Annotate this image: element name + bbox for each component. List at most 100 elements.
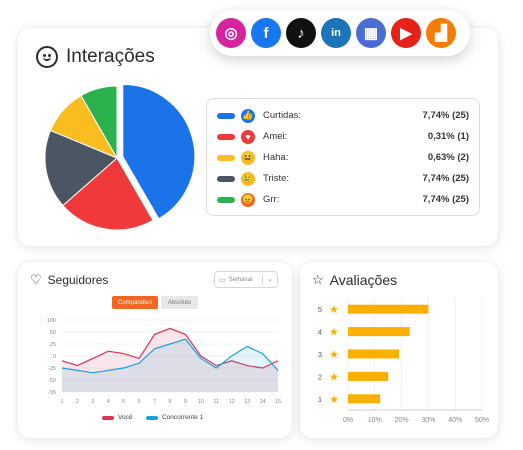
rating-bar	[348, 304, 429, 314]
period-dropdown[interactable]: ▭ Semanal ⌄	[214, 271, 278, 288]
x-tick-label: 13	[244, 399, 250, 405]
reaction-icon: 😠	[241, 192, 255, 207]
pie-slice-triste	[44, 129, 118, 207]
youtube-icon[interactable]: ▶	[391, 18, 421, 48]
star-icon: ★	[329, 303, 339, 316]
analytics-icon[interactable]: ▟	[426, 18, 456, 48]
legend-row: ♥ Amei: 0,31% (1)	[217, 126, 469, 147]
interacoes-title: Interações	[66, 46, 155, 67]
avaliacoes-title: Avaliações	[329, 272, 398, 288]
y-tick-label: -25	[48, 366, 56, 372]
heart-icon: ♡	[30, 272, 42, 287]
star-icon: ★	[329, 348, 339, 361]
legend-color-swatch	[217, 133, 235, 140]
series-area	[62, 339, 278, 392]
legend-value: 7,74% (25)	[422, 194, 469, 205]
legend-value: 7,74% (25)	[422, 173, 469, 184]
pie-slice-grr	[80, 85, 118, 160]
rating-label: 1	[318, 395, 322, 404]
pie-slice-curtidas	[122, 83, 196, 220]
x-tick-label: 4	[107, 399, 110, 405]
rating-bar	[348, 327, 410, 337]
interacoes-header: Interações	[36, 46, 155, 68]
legend-concorrente-label: Concorrente 1	[162, 414, 204, 421]
legend-value: 0,31% (1)	[427, 131, 469, 142]
reaction-icon: 👍	[241, 108, 255, 123]
avaliacoes-bar-chart: 0% 10% 20% 30% 40% 50% 5 ★ 4 ★ 3 ★ 2 ★ 1 ★	[318, 298, 489, 424]
series-line	[61, 338, 279, 374]
y-tick-label: 0	[53, 354, 56, 360]
x-tick-label: 0%	[343, 417, 353, 424]
rating-bar	[348, 371, 389, 381]
chevron-down-icon: ⌄	[267, 276, 273, 283]
pie-slice-amei	[62, 157, 154, 231]
star-icon: ★	[329, 393, 339, 406]
x-tick-label: 40%	[448, 417, 462, 424]
legend-value: 7,74% (25)	[422, 110, 469, 121]
reaction-icon: ♥	[241, 129, 255, 144]
rating-bar	[348, 349, 399, 359]
tab-absoluto[interactable]: Absoluto	[161, 296, 198, 309]
tiktok-icon[interactable]: ♪	[286, 18, 316, 48]
x-tick-label: 9	[184, 399, 187, 405]
star-icon: ★	[329, 370, 339, 383]
legend-color-swatch	[217, 175, 235, 182]
legend-label: Grr:	[263, 194, 280, 205]
linkedin-icon[interactable]: in	[321, 18, 351, 48]
x-tick-label: 10	[198, 399, 204, 405]
x-tick-label: 11	[213, 399, 219, 405]
avaliacoes-header: ☆ Avaliações	[312, 272, 397, 288]
legend-color-swatch	[217, 196, 235, 203]
tab-comparativo[interactable]: Comparativo	[112, 296, 158, 309]
series-area	[62, 328, 278, 392]
y-tick-label: 100	[47, 318, 56, 324]
seguidores-header: ♡ Seguidores	[30, 272, 108, 288]
rating-label: 3	[318, 350, 322, 359]
x-tick-label: 8	[168, 399, 171, 405]
series-line	[61, 327, 279, 369]
legend-concorrente: Concorrente 1	[146, 414, 203, 421]
legend-label: Haha:	[263, 152, 289, 163]
rating-label: 4	[318, 328, 322, 337]
x-tick-label: 2	[76, 399, 79, 405]
facebook-icon[interactable]: f	[251, 18, 281, 48]
x-tick-label: 50%	[475, 417, 489, 424]
reaction-icon: 😆	[241, 150, 255, 165]
seguidores-card: ♡ Seguidores ▭ Semanal ⌄ Comparativo Abs…	[18, 262, 292, 438]
legend-voce: Você	[102, 414, 132, 421]
period-value: Semanal	[228, 276, 253, 283]
seguidores-title: Seguidores	[47, 273, 109, 287]
rating-label: 2	[318, 372, 322, 381]
x-tick-label: 14	[260, 399, 266, 405]
x-tick-label: 3	[91, 399, 94, 405]
x-tick-label: 10%	[368, 417, 382, 424]
legend-row: 👍 Curtidas: 7,74% (25)	[217, 105, 469, 126]
legend-row: 😠 Grr: 7,74% (25)	[217, 189, 469, 210]
google-business-icon[interactable]: ▦	[356, 18, 386, 48]
legend-row: 😢 Triste: 7,74% (25)	[217, 168, 469, 189]
avaliacoes-card: ☆ Avaliações 0% 10% 20% 30% 40% 50% 5 ★ 4 ★ 3 ★ 2 ★ 1 ★	[300, 262, 498, 438]
legend-color-swatch	[217, 112, 235, 119]
instagram-icon[interactable]: ◎	[216, 18, 246, 48]
x-tick-label: 6	[138, 399, 141, 405]
x-tick-label: 20%	[395, 417, 409, 424]
rating-label: 5	[318, 305, 322, 314]
stars-icon: ☆	[312, 272, 324, 287]
x-tick-label: 1	[60, 399, 63, 405]
legend-row: 😆 Haha: 0,63% (2)	[217, 147, 469, 168]
legend-voce-label: Você	[118, 414, 133, 421]
interacoes-card: Interações 👍 Curtidas: 7,74% (25) ♥ Amei: 0,3…	[18, 28, 498, 246]
smile-icon	[36, 46, 58, 68]
legend-label: Triste:	[263, 173, 290, 184]
legend-color-swatch	[217, 154, 235, 161]
y-tick-label: -55	[48, 390, 56, 396]
rating-bar	[348, 394, 381, 404]
y-tick-label: -50	[48, 378, 56, 384]
x-tick-label: 7	[153, 399, 156, 405]
x-tick-label: 12	[229, 399, 235, 405]
y-tick-label: 25	[50, 342, 56, 348]
star-icon: ★	[329, 326, 339, 339]
calendar-icon: ▭	[219, 276, 226, 284]
reaction-icon: 😢	[241, 171, 255, 186]
